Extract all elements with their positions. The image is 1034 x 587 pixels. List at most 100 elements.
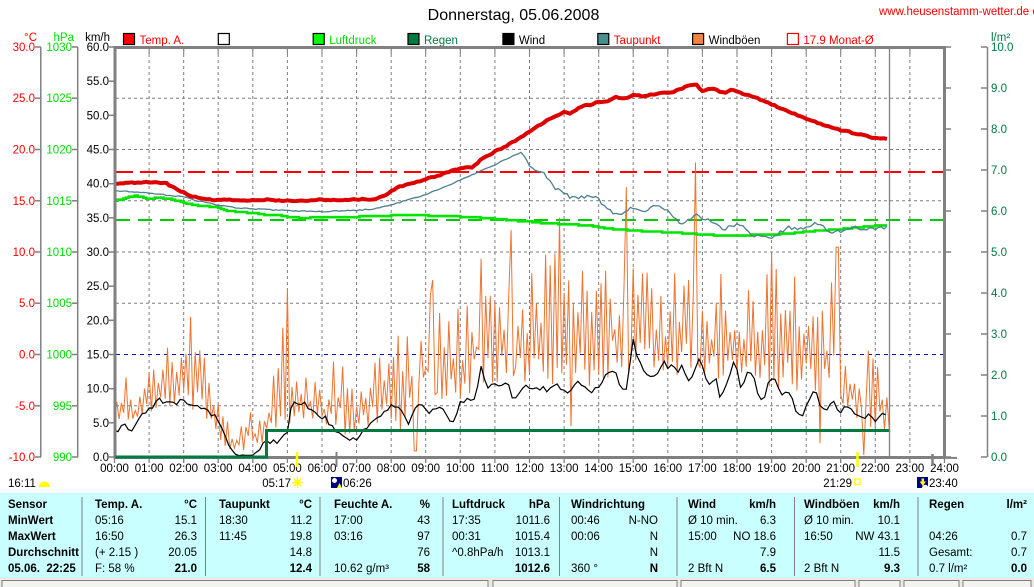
svg-text:Regen: Regen (929, 499, 964, 511)
svg-text:2.0: 2.0 (991, 370, 1007, 382)
svg-text:17:00: 17:00 (334, 515, 363, 527)
svg-text:MaxWert: MaxWert (8, 531, 56, 543)
svg-text:03:00: 03:00 (204, 463, 233, 475)
svg-text:1013.1: 1013.1 (515, 547, 550, 559)
svg-text:hPa: hPa (54, 32, 75, 44)
svg-text:08:00: 08:00 (377, 463, 406, 475)
svg-text:16:50: 16:50 (804, 531, 833, 543)
svg-text:26.3: 26.3 (175, 531, 197, 543)
svg-text:N-NO: N-NO (629, 515, 658, 527)
svg-text:Sensor: Sensor (8, 499, 48, 511)
svg-text:Windböen: Windböen (709, 35, 761, 47)
svg-text:30.0: 30.0 (87, 247, 109, 259)
svg-text:00:31: 00:31 (452, 531, 481, 543)
svg-text:20:00: 20:00 (792, 463, 821, 475)
svg-text:-5.0: -5.0 (15, 401, 35, 413)
svg-text:09:00: 09:00 (411, 463, 440, 475)
svg-text:Durchschnitt: Durchschnitt (8, 547, 79, 559)
svg-text:14.8: 14.8 (290, 547, 312, 559)
svg-text:www.heusenstamm-wetter.de e.V: www.heusenstamm-wetter.de e.V (878, 6, 1034, 18)
svg-text:25.0: 25.0 (87, 281, 109, 293)
svg-text:0.7 l/m²: 0.7 l/m² (929, 563, 968, 575)
svg-text:60.0: 60.0 (87, 42, 109, 54)
svg-text:10.1: 10.1 (878, 515, 900, 527)
svg-text:Ø 10 min.: Ø 10 min. (804, 515, 854, 527)
svg-text:1025: 1025 (46, 93, 72, 105)
svg-text:25.0: 25.0 (13, 93, 35, 105)
svg-text:17:00: 17:00 (688, 463, 717, 475)
svg-text:40.0: 40.0 (87, 179, 109, 191)
svg-text:20.0: 20.0 (13, 145, 35, 157)
svg-text:1005: 1005 (46, 298, 72, 310)
svg-text:1000: 1000 (46, 350, 72, 362)
svg-text:30.0: 30.0 (13, 42, 35, 54)
svg-text:19:00: 19:00 (757, 463, 786, 475)
svg-text:°C: °C (24, 32, 37, 44)
svg-text:1015: 1015 (46, 196, 72, 208)
svg-text:6.0: 6.0 (991, 206, 1007, 218)
svg-text:21.0: 21.0 (175, 563, 197, 575)
svg-text:10.0: 10.0 (991, 42, 1013, 54)
svg-text:Ø 10 min.: Ø 10 min. (688, 515, 738, 527)
svg-text:17.9 Monat-Ø: 17.9 Monat-Ø (803, 35, 873, 47)
svg-text:8.0: 8.0 (991, 124, 1007, 136)
svg-text:18:00: 18:00 (723, 463, 752, 475)
svg-text:F: 58 %: F: 58 % (95, 563, 135, 575)
svg-text:km/h: km/h (873, 499, 900, 511)
svg-text:10.62 g/m³: 10.62 g/m³ (334, 563, 389, 575)
svg-text:%: % (420, 499, 430, 511)
svg-text:04:26: 04:26 (929, 531, 958, 543)
svg-text:10:00: 10:00 (446, 463, 475, 475)
svg-text:50.0: 50.0 (87, 110, 109, 122)
svg-text:1011.6: 1011.6 (516, 515, 550, 527)
svg-text:10.0: 10.0 (13, 247, 35, 259)
svg-text:16:00: 16:00 (653, 463, 682, 475)
svg-text:Taupunkt: Taupunkt (614, 35, 661, 47)
svg-text:9.3: 9.3 (884, 563, 900, 575)
svg-text:10.0: 10.0 (87, 384, 109, 396)
svg-text:0.0: 0.0 (93, 452, 109, 464)
svg-text:11.5: 11.5 (878, 547, 900, 559)
svg-text:0.7: 0.7 (1011, 531, 1027, 543)
svg-text:2 Bft N: 2 Bft N (804, 563, 839, 575)
svg-text:5.0: 5.0 (93, 418, 109, 430)
svg-text:15:00: 15:00 (688, 531, 717, 543)
svg-text:1020: 1020 (46, 145, 72, 157)
svg-text:23:40: 23:40 (929, 478, 958, 490)
svg-text:15.0: 15.0 (87, 350, 109, 362)
svg-text:15.1: 15.1 (175, 515, 197, 527)
svg-text:43: 43 (417, 515, 430, 527)
svg-text:06:00: 06:00 (308, 463, 337, 475)
svg-text:14:00: 14:00 (584, 463, 613, 475)
svg-text:35.0: 35.0 (87, 213, 109, 225)
svg-text:5.0: 5.0 (19, 298, 35, 310)
svg-text:05:16: 05:16 (95, 515, 124, 527)
svg-text:16:11: 16:11 (8, 478, 36, 490)
svg-text:0.0: 0.0 (991, 452, 1007, 464)
svg-text:l/m²: l/m² (1007, 499, 1028, 511)
svg-text:°C: °C (184, 499, 197, 511)
svg-text:11:45: 11:45 (219, 531, 247, 543)
svg-text:00:06: 00:06 (571, 531, 600, 543)
svg-text:1.0: 1.0 (991, 411, 1007, 423)
svg-text:05:17: 05:17 (262, 478, 291, 490)
svg-text:11:00: 11:00 (481, 463, 509, 475)
svg-text:N: N (650, 563, 658, 575)
svg-text:NW 43.1: NW 43.1 (855, 531, 900, 543)
svg-text:990: 990 (53, 452, 72, 464)
svg-text:l/m²: l/m² (991, 32, 1010, 44)
svg-text:2 Bft N: 2 Bft N (688, 563, 723, 575)
svg-text:97: 97 (417, 531, 430, 543)
svg-text:23:00: 23:00 (896, 463, 925, 475)
svg-text:02:00: 02:00 (169, 463, 198, 475)
svg-text:04:00: 04:00 (238, 463, 267, 475)
svg-text:01:00: 01:00 (135, 463, 164, 475)
svg-text:6.3: 6.3 (760, 515, 776, 527)
svg-text:20.0: 20.0 (87, 315, 109, 327)
svg-text:Windböen: Windböen (804, 499, 859, 511)
svg-text:(+ 2.15 ): (+ 2.15 ) (95, 547, 138, 559)
svg-text:1030: 1030 (46, 42, 72, 54)
svg-text:24:00: 24:00 (930, 463, 959, 475)
svg-text:360 °: 360 ° (571, 563, 598, 575)
svg-text:03:16: 03:16 (334, 531, 363, 543)
